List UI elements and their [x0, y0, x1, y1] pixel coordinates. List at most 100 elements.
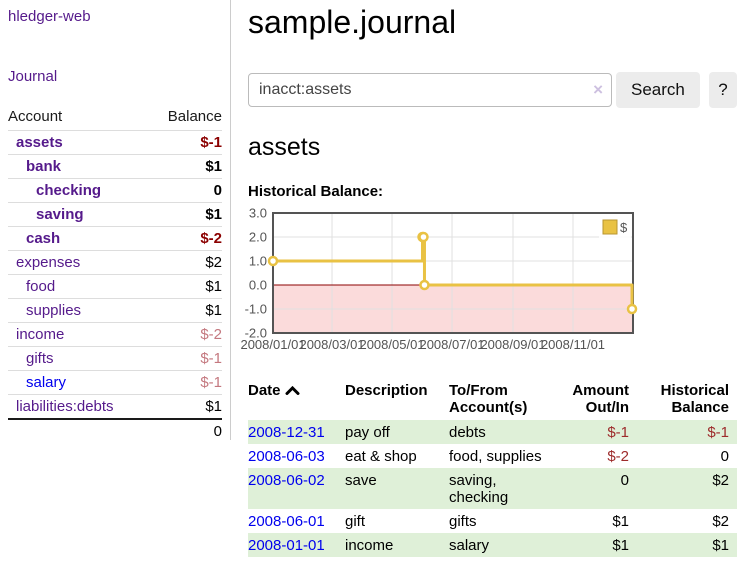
account-balance: $1 [149, 202, 222, 227]
clear-search-icon[interactable]: × [593, 80, 603, 99]
accounts-total-row: 0 [8, 418, 222, 443]
svg-text:2008/05/01: 2008/05/01 [359, 337, 424, 352]
account-link-bank[interactable]: bank [26, 158, 62, 175]
account-row-expenses: expenses $2 [8, 250, 222, 275]
account-link-gifts[interactable]: gifts [26, 350, 54, 367]
svg-text:2.0: 2.0 [249, 230, 267, 245]
svg-text:2008/09/01: 2008/09/01 [480, 337, 545, 352]
account-balance: $2 [149, 250, 222, 275]
account-balance: $-2 [149, 226, 222, 251]
transaction-date-link[interactable]: 2008-06-02 [248, 472, 325, 489]
account-row-liabilities-debts: liabilities:debts $1 [8, 394, 222, 419]
register-header-balance: Historical Balance [660, 382, 729, 416]
historical-balance-chart: $3.0 2.0 1.0 0.0 -1.0 -2.02008/01/012008/03/0… [240, 206, 638, 352]
transaction-balance: 0 [720, 448, 729, 465]
accounts-header-row: Account Balance [8, 105, 222, 131]
account-row-salary: salary $-1 [8, 370, 222, 395]
transaction-balance: $2 [712, 513, 729, 530]
svg-text:-1.0: -1.0 [245, 302, 267, 317]
transaction-description: gift [345, 513, 366, 530]
register-header-description: Description [345, 382, 428, 399]
transaction-balance: $2 [712, 472, 729, 489]
register-table: Date Description To/From Account(s) Amou… [248, 380, 737, 557]
search-form: × Search ? [248, 72, 737, 108]
account-link-cash[interactable]: cash [26, 230, 61, 247]
register-row: 2008-06-03 eat & shop food, supplies $-2… [248, 444, 737, 468]
account-balance: $1 [149, 394, 222, 419]
svg-text:3.0: 3.0 [249, 206, 267, 221]
transaction-balance: $1 [712, 537, 729, 554]
accounts-header-balance: Balance [167, 108, 222, 125]
register-row: 2008-12-31 pay off debts $-1 $-1 [248, 420, 737, 444]
svg-text:0.0: 0.0 [249, 278, 267, 293]
account-balance: $1 [149, 154, 222, 179]
transaction-description: pay off [345, 424, 390, 441]
account-link-food[interactable]: food [26, 278, 56, 295]
register-row: 2008-01-01 income salary $1 $1 [248, 533, 737, 557]
account-row-bank: bank $1 [8, 154, 222, 179]
search-input[interactable] [248, 73, 612, 107]
transaction-amount: $-1 [607, 424, 629, 441]
account-balance: $-1 [149, 130, 222, 155]
page-title: sample.journal [248, 4, 457, 40]
transaction-account: debts [449, 424, 486, 441]
transaction-date-link[interactable]: 2008-12-31 [248, 424, 325, 441]
account-row-checking: checking 0 [8, 178, 222, 203]
transaction-description: eat & shop [345, 448, 417, 465]
svg-text:2008/11/01: 2008/11/01 [541, 337, 605, 352]
register-header-amount: Amount Out/In [572, 382, 629, 416]
account-balance: $1 [149, 274, 222, 299]
transaction-date-link[interactable]: 2008-01-01 [248, 537, 325, 554]
transaction-amount: $1 [612, 537, 629, 554]
transaction-amount: $1 [612, 513, 629, 530]
svg-text:2008/03/01: 2008/03/01 [299, 337, 364, 352]
transaction-amount: 0 [620, 472, 629, 489]
transaction-description: income [345, 537, 394, 554]
account-balance: 0 [149, 178, 222, 203]
register-row: 2008-06-01 gift gifts $1 $2 [248, 509, 737, 533]
chart-title: Historical Balance: [248, 183, 384, 200]
sidebar: hledger-web Journal Account Balance asse… [0, 0, 231, 443]
transaction-account: gifts [449, 513, 477, 530]
account-balance: $1 [149, 298, 222, 323]
account-link-checking[interactable]: checking [36, 182, 102, 199]
transaction-account: salary [449, 537, 490, 554]
account-balance: $-1 [149, 370, 222, 395]
account-row-supplies: supplies $1 [8, 298, 222, 323]
register-header-account: To/From Account(s) [449, 382, 528, 416]
nav-journal-link[interactable]: Journal [8, 68, 58, 85]
account-link-salary[interactable]: salary [26, 374, 67, 391]
transaction-date-link[interactable]: 2008-06-01 [248, 513, 325, 530]
transaction-account: saving, checking [449, 472, 509, 506]
account-row-cash: cash $-2 [8, 226, 222, 251]
register-header-row: Date Description To/From Account(s) Amou… [248, 380, 737, 420]
account-row-food: food $1 [8, 274, 222, 299]
transaction-balance: $-1 [707, 424, 729, 441]
account-link-supplies[interactable]: supplies [26, 302, 82, 319]
svg-text:2008/01/01: 2008/01/01 [240, 337, 305, 352]
accounts-total-value: 0 [149, 418, 222, 443]
account-heading: assets [248, 133, 321, 161]
register-row: 2008-06-02 save saving, checking 0 $2 [248, 468, 737, 509]
search-button[interactable]: Search [616, 72, 700, 108]
svg-text:2008/07/01: 2008/07/01 [419, 337, 484, 352]
svg-text:-2.0: -2.0 [245, 326, 267, 341]
account-balance: $-1 [149, 346, 222, 371]
account-row-saving: saving $1 [8, 202, 222, 227]
account-row-gifts: gifts $-1 [8, 346, 222, 371]
account-link-liabilities-debts[interactable]: liabilities:debts [16, 398, 114, 415]
register-header-date[interactable]: Date [248, 380, 345, 420]
account-link-income[interactable]: income [16, 326, 65, 343]
transaction-date-link[interactable]: 2008-06-03 [248, 448, 325, 465]
help-button[interactable]: ? [708, 72, 737, 108]
account-link-assets[interactable]: assets [16, 134, 63, 151]
sort-ascending-icon [285, 385, 300, 395]
transaction-description: save [345, 472, 377, 489]
account-link-expenses[interactable]: expenses [16, 254, 81, 271]
account-balance: $-2 [149, 322, 222, 347]
account-row-income: income $-2 [8, 322, 222, 347]
brand-link[interactable]: hledger-web [8, 8, 91, 25]
account-link-saving[interactable]: saving [36, 206, 84, 223]
svg-text:$: $ [620, 220, 628, 235]
transaction-amount: $-2 [607, 448, 629, 465]
